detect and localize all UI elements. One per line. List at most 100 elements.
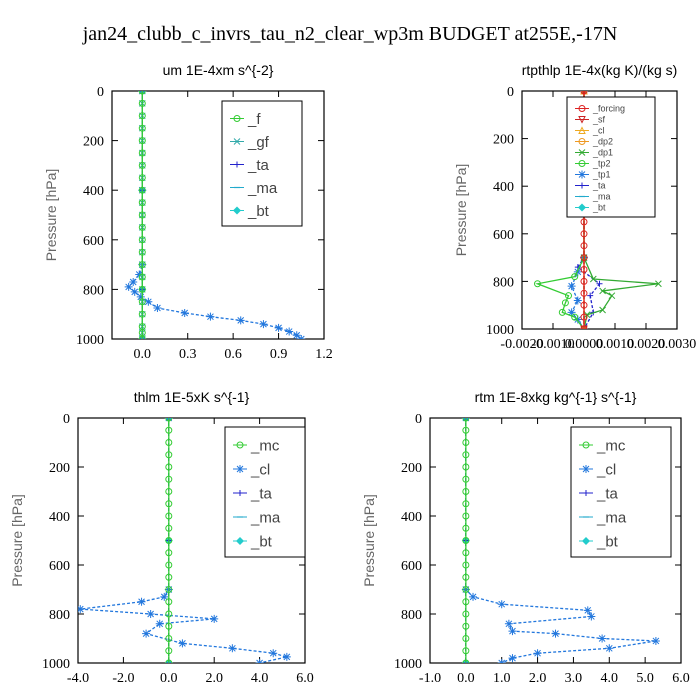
panel-2-xtick-label: 0.0000 <box>565 337 604 352</box>
panel-1-legend-label: _gf <box>247 134 270 151</box>
panel-3-point <box>228 644 237 653</box>
panel-2-legend-label: _bt <box>592 203 606 213</box>
panel-4-point <box>462 451 470 459</box>
panel-4-point <box>504 619 513 628</box>
panel-4-point <box>462 622 470 630</box>
panel-3-point <box>165 622 173 630</box>
panel-1-point <box>138 124 146 132</box>
panel-3-ytick-label: 600 <box>49 559 70 574</box>
panel-1-point <box>136 292 145 301</box>
panel-4-legend-label: _ta <box>596 485 619 502</box>
panel-3-point <box>210 614 219 623</box>
panel-2-point <box>655 280 662 288</box>
panel-4-xtick-label: 3.0 <box>565 671 583 686</box>
panel-2-point <box>580 91 588 95</box>
panel-3-point <box>155 619 164 628</box>
panel-2-xtick-label: 0.0030 <box>658 337 697 352</box>
panel-1-point <box>206 312 215 321</box>
panel-4-legend <box>570 426 672 558</box>
panel-2-legend-label: _tp1 <box>592 170 611 180</box>
panel-4-xtick-label: 4.0 <box>601 671 619 686</box>
panel-2-xtick-label: 0.0020 <box>627 337 666 352</box>
panel-2-title: rtpthlp 1E-4x(kg K)/(kg s) <box>522 62 678 78</box>
panel-4-xtick-label: 5.0 <box>636 671 654 686</box>
panel-3-ylabel: Pressure [hPa] <box>9 494 25 587</box>
panel-2-point <box>580 277 588 285</box>
panel-3-legend-label: _mc <box>250 437 280 454</box>
panel-3-title: thlm 1E-5xK s^{-1} <box>134 389 250 405</box>
panel-2-ytick-label: 600 <box>493 228 514 243</box>
panel-1-ylabel: Pressure [hPa] <box>43 169 59 262</box>
panel-1-point <box>285 327 294 336</box>
panel-3-xtick-label: -4.0 <box>67 671 89 686</box>
panel-4-point <box>462 647 470 655</box>
panel-2-ytick-label: 200 <box>493 133 514 148</box>
panel-2-point <box>596 280 603 287</box>
panel-2-ytick-label: 0 <box>507 85 514 100</box>
panel-1-legend-point <box>233 138 241 145</box>
panel-4-point <box>462 549 470 557</box>
panel-2-point <box>534 280 541 288</box>
panel-1-point <box>138 112 146 120</box>
panel-1-ytick-label: 800 <box>83 283 104 298</box>
panel-4-point <box>551 629 560 638</box>
panel-1-point <box>138 335 146 339</box>
panel-2-point <box>589 275 597 283</box>
panel-3-xtick-label: 0.0 <box>160 671 178 686</box>
panel-1-plot-area <box>124 91 306 339</box>
panel-3-point <box>165 659 173 663</box>
panel-1-point <box>138 137 146 145</box>
panel-1-point <box>138 236 146 244</box>
panel-1-ytick-label: 0 <box>97 85 104 100</box>
panel-3-point <box>165 647 173 655</box>
panel-1-ytick-label: 1000 <box>76 333 104 348</box>
panel-4-ytick-label: 400 <box>401 510 422 525</box>
panel-4-point <box>598 634 607 643</box>
panel-4: rtm 1E-8xkg kg^{-1} s^{-1} Pressure [hPa]… <box>361 389 690 686</box>
panel-2-legend-label: _forcing <box>592 104 625 114</box>
panel-4-point <box>462 475 470 483</box>
panel-2-legend-point <box>579 182 585 189</box>
panel-3-point <box>165 635 173 642</box>
panel-3-point <box>282 652 291 661</box>
panel-4-point <box>462 537 470 544</box>
panel-2-series-line <box>570 91 585 329</box>
panel-1-point <box>138 310 146 318</box>
panel-4-point <box>462 463 470 471</box>
panel-1-point <box>153 304 162 312</box>
panel-3-legend <box>224 426 306 558</box>
panel-2-legend-label: _cl <box>592 126 605 136</box>
panel-1-point <box>297 335 306 339</box>
panel-4-plot-area <box>461 418 660 663</box>
panel-3-point <box>165 451 173 459</box>
panel-4-point <box>462 488 470 495</box>
panel-1-legend-label: _ta <box>247 157 270 174</box>
panel-4-point <box>462 524 470 532</box>
panel-2-point <box>571 313 579 321</box>
panel-4-point <box>605 644 614 653</box>
panel-3-xtick-label: 6.0 <box>296 671 314 686</box>
panel-3-ytick-label: 400 <box>49 510 70 525</box>
panel-1-point <box>292 331 301 339</box>
panel-3-legend-point <box>236 537 244 545</box>
panel-2-point <box>573 267 582 276</box>
panel-4-legend-label: _mc <box>596 437 626 454</box>
panel-3-point <box>165 598 173 606</box>
panel-3-point <box>165 439 173 446</box>
panel-4-point <box>587 612 596 621</box>
panel-2-plot-area <box>534 91 662 329</box>
panel-1-point <box>138 298 146 306</box>
panel-1-legend-label: _ma <box>247 180 278 197</box>
panel-3-point <box>78 605 85 614</box>
panel-1-xtick-label: 0.6 <box>224 347 242 362</box>
panel-4-xtick-label: 6.0 <box>672 671 690 686</box>
panel-3-xtick-label: -2.0 <box>112 671 134 686</box>
panel-4-point <box>462 418 470 422</box>
panel-1-point <box>259 320 268 329</box>
panel-2-ytick-label: 400 <box>493 180 514 195</box>
panel-1-legend-point <box>233 115 241 122</box>
panel-3-point <box>165 500 173 508</box>
panel-3-point <box>165 549 173 557</box>
panel-4-frame <box>429 417 682 664</box>
